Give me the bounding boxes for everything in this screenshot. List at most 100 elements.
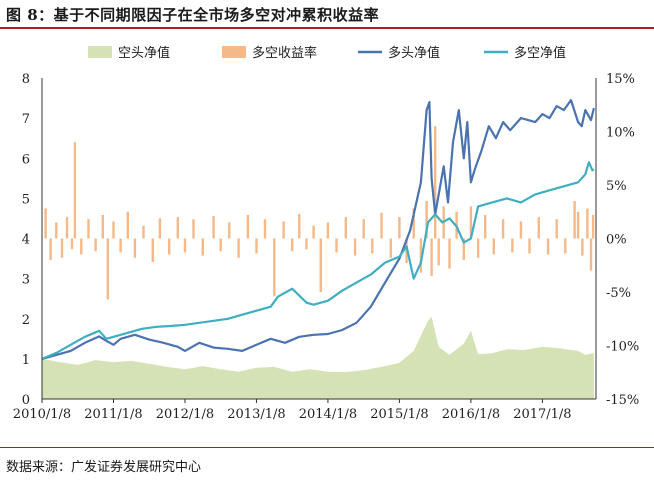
return-bar-48: [412, 208, 415, 239]
return-bar-38: [326, 222, 330, 239]
return-bar-24: [212, 216, 215, 239]
return-bar-49: [419, 238, 423, 273]
return-bar-58: [469, 206, 473, 239]
y-left-tick-label-3: 3: [22, 273, 30, 288]
series-line-ls-nav: [41, 161, 595, 360]
return-bar-2: [55, 222, 58, 239]
return-bar-23: [201, 238, 204, 256]
return-bar-36: [312, 225, 315, 239]
return-bar-65: [528, 238, 531, 254]
return-bar-19: [168, 238, 171, 255]
return-bar-61: [492, 238, 495, 255]
return-bar-5: [70, 238, 74, 250]
return-bar-25: [219, 238, 222, 252]
y-left-tick-label-8: 8: [22, 72, 30, 87]
return-bar-4: [65, 217, 69, 239]
legend-swatch-0: [88, 46, 112, 58]
figure-title: 图 8：基于不同期限因子在全市场多空对冲累积收益率: [6, 6, 380, 24]
return-bar-31: [273, 238, 276, 297]
return-bar-71: [576, 211, 580, 239]
source-rule: [0, 447, 654, 448]
return-bar-50: [425, 201, 428, 239]
return-bar-39: [335, 238, 338, 253]
return-bar-32: [282, 221, 285, 239]
return-bar-59: [476, 238, 480, 258]
x-tick-label-7: 2017/1/8: [513, 407, 571, 422]
return-bar-29: [255, 238, 258, 254]
return-bar-70: [573, 201, 576, 239]
return-bar-51: [430, 238, 433, 276]
return-bar-40: [344, 217, 347, 239]
return-bar-11: [106, 238, 109, 300]
x-tick-label-6: 2016/1/8: [442, 407, 500, 422]
return-bar-62: [501, 219, 505, 239]
return-bar-13: [119, 238, 122, 253]
y-left-tick-label-5: 5: [22, 192, 30, 207]
legend-label-1: 多空收益率: [252, 45, 317, 61]
y-right-tick-label-3: 0%: [606, 233, 627, 248]
chart-legend: 空头净值 多空收益率 多头净值 多空净值: [88, 45, 566, 61]
return-bar-37: [319, 238, 322, 292]
return-bar-20: [176, 217, 179, 239]
return-bar-22: [192, 219, 195, 239]
return-bar-27: [237, 238, 240, 258]
return-bar-34: [298, 213, 301, 239]
return-bar-18: [158, 218, 162, 239]
x-tick-label-2: 2012/1/8: [156, 407, 214, 422]
return-bar-57: [462, 238, 465, 260]
x-tick-label-0: 2010/1/8: [13, 407, 71, 422]
x-tick-label-4: 2014/1/8: [299, 407, 357, 422]
return-bar-9: [94, 238, 97, 252]
return-bar-55: [448, 238, 451, 269]
return-bar-8: [87, 219, 90, 239]
y-left-tick-label-0: 0: [22, 393, 30, 408]
y-left-tick-label-4: 4: [22, 233, 30, 248]
chart-canvas: 空头净值 多空收益率 多头净值 多空净值 0 1 2 3 4 5 6 7 8 -15% -10% -5% 0%…: [13, 45, 639, 422]
return-bar-53: [437, 238, 440, 266]
return-bar-66: [537, 217, 540, 239]
return-bar-35: [305, 238, 308, 250]
return-bar-12: [112, 221, 115, 239]
return-bar-15: [133, 238, 137, 258]
series-line-long-nav: [41, 99, 595, 360]
return-bar-52: [434, 126, 437, 239]
legend-swatch-1: [222, 46, 246, 58]
return-bar-75: [591, 215, 595, 239]
y-right-tick-label-1: -10%: [606, 340, 639, 355]
return-bar-69: [564, 238, 567, 254]
y-right-tick-label-4: 5%: [606, 179, 627, 194]
y-left-tick-label-1: 1: [22, 353, 30, 368]
legend-label-0: 空头净值: [118, 45, 170, 61]
return-bar-63: [511, 238, 514, 253]
return-bar-72: [581, 238, 584, 256]
return-bar-7: [80, 238, 83, 255]
return-bar-60: [484, 215, 487, 239]
return-bar-1: [49, 238, 52, 260]
return-bar-30: [263, 219, 267, 239]
return-bar-44: [380, 212, 383, 239]
return-bar-6: [73, 142, 77, 239]
x-tick-label-3: 2013/1/8: [227, 407, 285, 422]
legend-label-3: 多空净值: [514, 45, 566, 61]
x-tick-label-5: 2015/1/8: [370, 407, 428, 422]
return-bar-28: [246, 215, 250, 239]
return-bar-33: [291, 238, 294, 252]
return-bar-41: [353, 238, 357, 256]
return-bar-46: [398, 217, 401, 239]
return-bar-45: [389, 238, 392, 258]
series-area-short-nav: [42, 316, 594, 399]
y-right-tick-label-0: -15%: [606, 393, 639, 408]
plot-area: [41, 99, 595, 399]
y-right-tick-label-6: 15%: [606, 72, 635, 87]
return-bar-14: [126, 211, 129, 239]
y-left-tick-label-2: 2: [22, 313, 30, 328]
chart-axes: 0 1 2 3 4 5 6 7 8 -15% -10% -5% 0% 5% 10% 15% 2010/1/8 20…: [13, 72, 639, 422]
return-bar-43: [371, 238, 374, 254]
data-source-note: 数据来源：广发证券发展研究中心: [6, 460, 202, 475]
return-bar-42: [362, 219, 365, 239]
y-right-tick-label-5: 10%: [606, 126, 635, 141]
figure-title-bar: 图 8：基于不同期限因子在全市场多空对冲累积收益率: [0, 0, 654, 29]
return-bar-73: [586, 208, 589, 239]
legend-label-2: 多头净值: [388, 45, 440, 61]
return-bar-17: [151, 238, 154, 262]
